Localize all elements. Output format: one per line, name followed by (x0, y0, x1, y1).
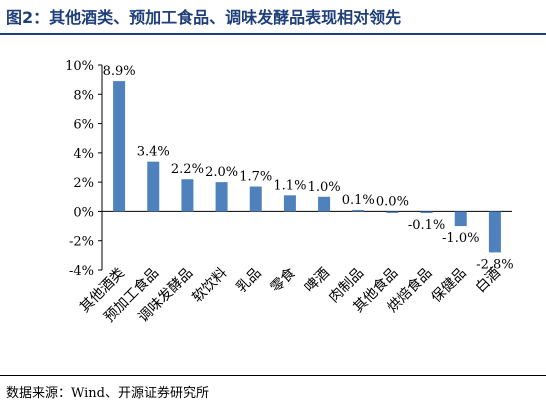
x-tick-label: 软饮料 (189, 265, 230, 306)
data-label: 3.4% (137, 145, 170, 160)
source-note: 数据来源：Wind、开源证券研究所 (6, 386, 209, 401)
y-tick-label: -2% (69, 235, 94, 250)
source-divider (0, 375, 546, 376)
bars (113, 81, 501, 253)
title-divider (0, 33, 546, 35)
data-labels: 8.9% 3.4%2.2% 2.0% 1.7%1.1% 1.0%0.1% 0.0% -0.1… (103, 64, 514, 272)
y-tick-label: 0% (73, 205, 94, 220)
data-label: 1.0% (308, 180, 341, 195)
data-label: 8.9% (103, 64, 136, 79)
bar-chart: 10% 8% 6% 4% 2% 0% -2% -4% 8.9% 3.4%2.2% 2.0% 1.7%… (65, 59, 514, 326)
bar (113, 81, 126, 212)
x-tick-label: 保健品 (429, 265, 470, 306)
data-label: -2.8% (476, 257, 513, 272)
y-tick-label: 6% (73, 118, 94, 133)
y-tick-label: 4% (73, 147, 94, 162)
bar (488, 211, 501, 253)
bar (352, 209, 365, 212)
bar (420, 211, 433, 213)
bar (181, 179, 194, 212)
data-label: 0.0% (376, 194, 409, 209)
figure-title: 图2：其他酒类、预加工食品、调味发酵品表现相对领先 (6, 8, 402, 27)
data-label: 2.0% (205, 165, 238, 180)
bar (147, 161, 160, 212)
data-label: -0.1% (408, 218, 445, 233)
y-tick-label: 10% (65, 59, 94, 74)
x-tick-label: 零食 (267, 264, 299, 296)
bar (249, 186, 262, 212)
data-label: -1.0% (442, 231, 479, 246)
y-tick-label: 2% (73, 176, 94, 191)
bar (386, 211, 399, 213)
data-label: 1.7% (239, 170, 272, 185)
bar (215, 182, 228, 212)
data-label: 2.2% (171, 162, 204, 177)
y-tick-label: -4% (69, 264, 94, 279)
data-label: 1.1% (273, 178, 306, 193)
bar (283, 195, 296, 212)
bar (454, 211, 467, 227)
x-tick-label: 乳品 (233, 265, 264, 296)
bar (318, 196, 331, 212)
y-axis: 10% 8% 6% 4% 2% 0% -2% -4% (65, 59, 512, 279)
data-label: 0.1% (342, 193, 375, 208)
y-tick-label: 8% (73, 88, 94, 103)
